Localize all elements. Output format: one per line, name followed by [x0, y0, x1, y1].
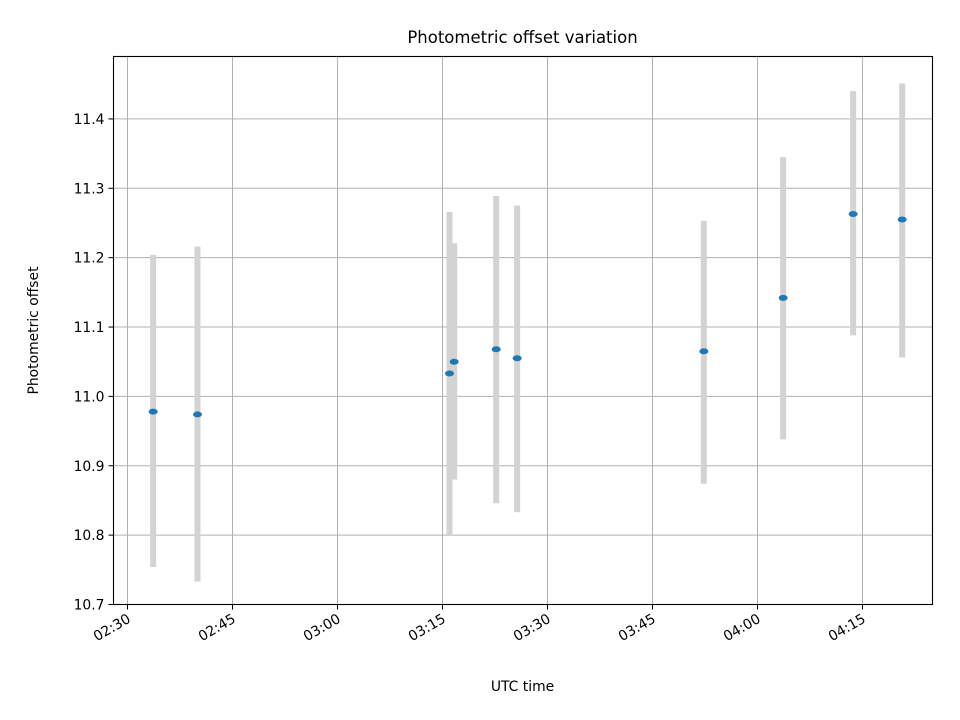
y-tick-label: 11.2: [74, 251, 105, 267]
data-point: [848, 210, 858, 217]
plot-frame: [112, 55, 934, 606]
data-point: [491, 346, 501, 353]
chart-title: Photometric offset variation: [407, 28, 637, 47]
y-tick-label: 10.7: [74, 598, 105, 614]
y-tick-label: 10.8: [74, 528, 105, 544]
data-point: [778, 294, 788, 301]
grid-lines: [113, 56, 933, 605]
data-point: [193, 411, 202, 418]
data-point: [512, 355, 522, 362]
y-axis-label: Photometric offset: [26, 266, 42, 395]
y-tick-label: 10.9: [74, 459, 105, 475]
x-axis-label: UTC time: [491, 679, 554, 695]
data-point: [449, 358, 459, 365]
y-tick-label: 11.3: [74, 181, 105, 197]
data-point: [897, 216, 907, 223]
y-tick-label: 11.0: [74, 389, 105, 405]
data-point: [699, 348, 709, 355]
data-point: [445, 370, 454, 377]
y-tick-label: 11.4: [74, 112, 105, 128]
y-tick-label: 11.1: [74, 320, 105, 336]
data-points: [148, 210, 907, 418]
data-point: [148, 408, 158, 415]
